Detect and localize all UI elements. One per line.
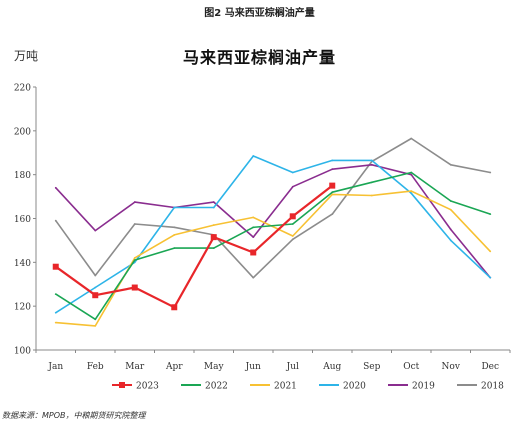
data-point-2018 xyxy=(54,219,57,222)
legend-label-2023: 2023 xyxy=(136,382,159,392)
data-point-2020 xyxy=(410,192,413,195)
y-tick-label: 220 xyxy=(14,84,31,94)
data-point-2022 xyxy=(489,213,492,216)
data-point-2020 xyxy=(54,311,57,314)
y-tick-label: 100 xyxy=(14,347,31,357)
data-point-2021 xyxy=(212,224,215,226)
data-point-2022 xyxy=(331,191,334,194)
data-point-2021 xyxy=(410,190,413,193)
data-point-2021 xyxy=(133,257,136,259)
data-point-2019 xyxy=(133,201,136,203)
x-tick-label: Apr xyxy=(165,362,183,372)
data-point-2021 xyxy=(331,193,334,196)
x-tick-label: May xyxy=(204,362,225,372)
data-point-2020 xyxy=(489,276,492,279)
x-tick-label: Mar xyxy=(125,362,145,372)
data-point-2020 xyxy=(94,286,97,289)
x-tick-label: Aug xyxy=(322,362,341,372)
legend-label-2019: 2019 xyxy=(412,382,435,392)
data-point-2020 xyxy=(212,206,215,209)
data-point-2021 xyxy=(449,208,452,211)
data-point-2018 xyxy=(449,163,452,166)
data-point-2018 xyxy=(173,226,176,229)
data-point-2019 xyxy=(370,163,373,166)
data-point-2018 xyxy=(331,213,334,216)
data-point-2018 xyxy=(252,276,255,279)
legend-label-2021: 2021 xyxy=(274,382,297,392)
data-point-2021 xyxy=(370,194,373,197)
data-point-2023 xyxy=(210,234,217,241)
data-point-2018 xyxy=(410,137,413,140)
data-point-2020 xyxy=(291,171,294,174)
x-tick-label: Oct xyxy=(403,362,419,372)
data-point-2022 xyxy=(54,293,57,296)
data-point-2018 xyxy=(489,171,492,174)
data-point-2018 xyxy=(94,274,97,277)
legend-label-2018: 2018 xyxy=(481,382,504,392)
data-point-2020 xyxy=(370,159,373,162)
data-point-2021 xyxy=(252,216,255,219)
data-point-2023 xyxy=(289,213,296,220)
data-point-2023 xyxy=(131,284,138,291)
x-tick-label: Nov xyxy=(442,362,461,372)
x-tick-label: Sep xyxy=(363,362,380,372)
data-point-2022 xyxy=(133,259,136,262)
data-point-2022 xyxy=(94,318,97,321)
legend-label-2020: 2020 xyxy=(343,382,366,392)
data-point-2019 xyxy=(331,168,334,171)
data-point-2019 xyxy=(291,185,294,188)
data-point-2020 xyxy=(449,239,452,242)
data-point-2022 xyxy=(252,226,255,229)
data-point-2023 xyxy=(52,263,59,270)
data-point-2022 xyxy=(212,247,215,249)
legend-marker-2023 xyxy=(119,382,125,388)
y-unit-label: 万吨 xyxy=(14,49,39,63)
data-point-2018 xyxy=(291,238,294,241)
x-tick-label: Jul xyxy=(286,362,299,372)
data-point-2021 xyxy=(94,324,97,327)
data-point-2022 xyxy=(449,200,452,202)
data-point-2021 xyxy=(54,321,57,324)
data-point-2022 xyxy=(410,171,413,174)
series-line-2019 xyxy=(55,164,491,279)
data-point-2021 xyxy=(173,234,176,236)
data-point-2023 xyxy=(250,249,257,256)
data-point-2019 xyxy=(449,228,452,231)
series-line-2018 xyxy=(55,137,491,279)
series-line-2022 xyxy=(55,171,491,321)
data-point-2020 xyxy=(252,155,255,157)
source-note: 数据来源：MPOB，中粮期货研究院整理 xyxy=(2,411,146,420)
data-point-2023 xyxy=(92,292,99,299)
y-tick-label: 180 xyxy=(14,171,31,181)
x-tick-label: Feb xyxy=(87,362,104,372)
series-line-2023 xyxy=(55,184,333,309)
y-tick-label: 120 xyxy=(14,303,31,313)
data-point-2021 xyxy=(291,235,294,237)
data-point-2019 xyxy=(212,201,215,203)
x-tick-label: Jan xyxy=(47,362,63,372)
y-tick-label: 200 xyxy=(14,127,31,137)
data-point-2021 xyxy=(489,250,492,253)
data-point-2019 xyxy=(410,173,413,176)
series-line-2020 xyxy=(55,155,491,314)
data-point-2018 xyxy=(133,223,136,225)
data-point-2023 xyxy=(329,182,336,189)
data-point-2019 xyxy=(252,236,255,239)
data-point-2019 xyxy=(54,186,57,189)
x-tick-label: Jun xyxy=(245,362,261,372)
legend-label-2022: 2022 xyxy=(205,382,228,392)
data-point-2020 xyxy=(331,159,334,162)
chart-title: 马来西亚棕榈油产量 xyxy=(182,48,336,67)
y-tick-label: 140 xyxy=(14,259,31,269)
x-tick-label: Dec xyxy=(481,362,499,372)
figure-label: 图2 马来西亚棕榈油产量 xyxy=(204,8,315,19)
data-point-2022 xyxy=(370,181,373,184)
data-point-2022 xyxy=(291,223,294,225)
data-point-2022 xyxy=(173,247,176,249)
data-point-2020 xyxy=(173,206,176,209)
data-point-2019 xyxy=(94,229,97,232)
y-tick-label: 160 xyxy=(14,215,31,225)
data-point-2023 xyxy=(171,304,178,311)
